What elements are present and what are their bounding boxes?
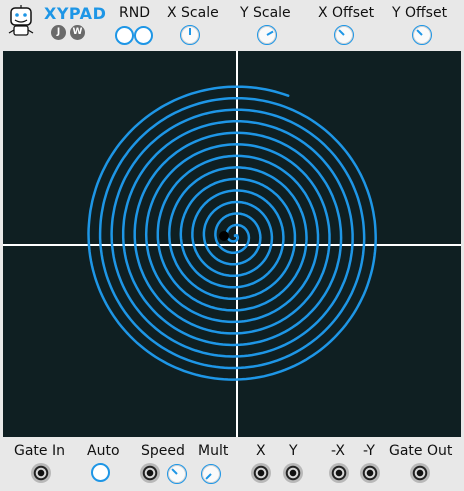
neg-x-out-jack[interactable] — [329, 463, 349, 483]
rnd-x-button[interactable] — [115, 26, 134, 45]
y-out-jack[interactable] — [283, 463, 303, 483]
header-bar: XYPAD J W RND X Scale Y Scale X Offset Y… — [0, 0, 464, 50]
gate-in-label: Gate In — [14, 443, 65, 459]
gate-out-label: Gate Out — [389, 443, 453, 459]
speed-knob[interactable] — [167, 464, 187, 484]
mult-knob[interactable] — [201, 464, 221, 484]
auto-button[interactable] — [91, 463, 110, 482]
spiral-trace — [87, 85, 377, 381]
x-scale-label: X Scale — [167, 5, 219, 21]
gate-in-jack[interactable] — [31, 463, 51, 483]
neg-y-out-label: -Y — [363, 443, 375, 459]
mult-label: Mult — [198, 443, 229, 459]
xy-pad[interactable] — [3, 51, 461, 437]
y-offset-knob[interactable] — [412, 25, 432, 45]
robot-face-icon — [8, 5, 34, 36]
rnd-label: RND — [119, 5, 150, 21]
speed-label: Speed — [141, 443, 185, 459]
module-title: XYPAD — [44, 4, 107, 23]
badge-w[interactable]: W — [70, 25, 85, 40]
footer-bar: Gate In Auto Speed Mult X Y -X -Y Gate O… — [0, 438, 464, 491]
rnd-y-button[interactable] — [134, 26, 153, 45]
speed-cv-jack[interactable] — [140, 463, 160, 483]
pad-cursor[interactable] — [219, 231, 229, 241]
x-scale-knob[interactable] — [180, 25, 200, 45]
auto-label: Auto — [87, 443, 120, 459]
x-out-label: X — [256, 443, 266, 459]
x-offset-label: X Offset — [318, 5, 375, 21]
y-out-label: Y — [289, 443, 298, 459]
gate-out-jack[interactable] — [410, 463, 430, 483]
neg-y-out-jack[interactable] — [360, 463, 380, 483]
badge-j[interactable]: J — [51, 25, 66, 40]
x-out-jack[interactable] — [251, 463, 271, 483]
y-scale-knob[interactable] — [257, 25, 277, 45]
y-scale-label: Y Scale — [240, 5, 291, 21]
y-offset-label: Y Offset — [392, 5, 448, 21]
neg-x-out-label: -X — [331, 443, 345, 459]
x-offset-knob[interactable] — [334, 25, 354, 45]
